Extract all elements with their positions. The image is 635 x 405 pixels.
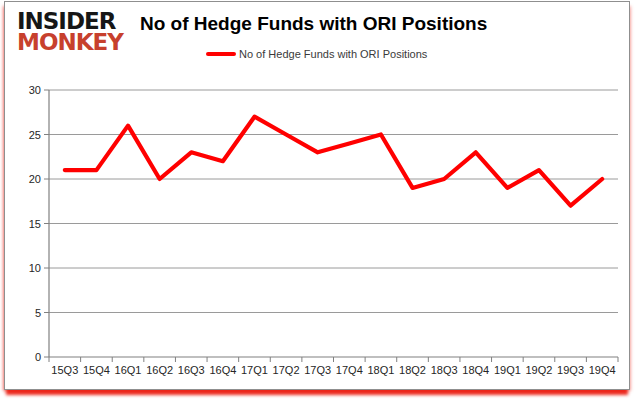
- y-axis-label: 20: [29, 173, 41, 185]
- x-axis-label: 19Q4: [589, 364, 616, 376]
- y-axis-label: 0: [35, 351, 41, 363]
- line-chart: 0 5 10 15 20 25 30 15Q3 15Q4 16Q1 16Q2 16Q3 16Q4 17Q1…: [5, 85, 628, 387]
- x-axis-label: 16Q1: [115, 364, 142, 376]
- y-axis-label: 10: [29, 262, 41, 274]
- title-area: No of Hedge Funds with ORI Positions No …: [125, 11, 621, 60]
- insider-monkey-logo: INSIDER MONKEY: [17, 11, 125, 53]
- chart-card: INSIDER MONKEY No of Hedge Funds with OR…: [4, 1, 630, 390]
- x-axis-label: 17Q2: [273, 364, 300, 376]
- x-axis-label: 18Q3: [431, 364, 458, 376]
- chart-title: No of Hedge Funds with ORI Positions: [140, 13, 621, 35]
- x-axis-label: 16Q3: [178, 364, 205, 376]
- x-axis-label: 17Q4: [336, 364, 363, 376]
- y-axis-label: 25: [29, 129, 41, 141]
- legend-label: No of Hedge Funds with ORI Positions: [239, 48, 427, 60]
- x-axis-label: 15Q3: [51, 364, 78, 376]
- x-axis-label: 15Q4: [83, 364, 110, 376]
- x-axis-label: 18Q2: [399, 364, 426, 376]
- series-line: [65, 117, 602, 206]
- y-axis-label: 15: [29, 218, 41, 230]
- x-axis-label: 19Q1: [494, 364, 521, 376]
- legend: No of Hedge Funds with ORI Positions: [206, 48, 621, 60]
- x-axis-label: 17Q1: [241, 364, 268, 376]
- x-axis-label: 18Q1: [367, 364, 394, 376]
- x-axis-label: 16Q4: [209, 364, 236, 376]
- x-axis-label: 17Q3: [304, 364, 331, 376]
- legend-line-swatch: [206, 52, 236, 56]
- chart-header: INSIDER MONKEY No of Hedge Funds with OR…: [5, 2, 629, 85]
- x-axis-label: 18Q4: [462, 364, 489, 376]
- x-axis-label: 16Q2: [146, 364, 173, 376]
- y-axis-label: 5: [35, 307, 41, 319]
- x-axis-label: 19Q3: [557, 364, 584, 376]
- page: INSIDER MONKEY No of Hedge Funds with OR…: [0, 0, 635, 405]
- logo-line-monkey: MONKEY: [17, 32, 125, 53]
- y-axis-label: 30: [29, 85, 41, 96]
- x-axis-label: 19Q2: [526, 364, 553, 376]
